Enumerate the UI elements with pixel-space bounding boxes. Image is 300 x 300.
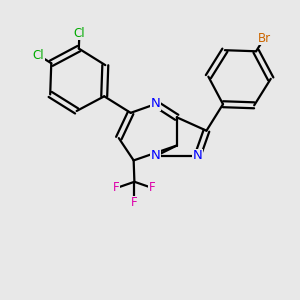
Text: N: N	[151, 98, 161, 110]
Text: F: F	[131, 196, 138, 209]
Text: Cl: Cl	[74, 27, 85, 40]
Text: Br: Br	[258, 32, 271, 45]
Text: Cl: Cl	[32, 49, 44, 62]
Text: N: N	[151, 149, 161, 162]
Text: F: F	[113, 181, 120, 194]
Text: N: N	[193, 149, 202, 162]
Text: F: F	[149, 181, 155, 194]
